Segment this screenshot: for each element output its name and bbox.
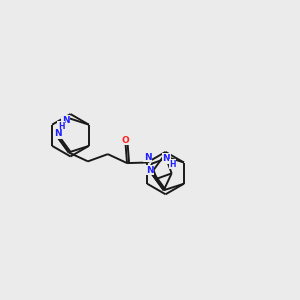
Text: N: N xyxy=(54,129,62,138)
Text: H: H xyxy=(169,160,176,169)
Text: O: O xyxy=(122,136,129,145)
Text: H: H xyxy=(58,122,64,131)
Text: N: N xyxy=(162,154,170,163)
Text: N: N xyxy=(62,116,70,125)
Text: N: N xyxy=(146,166,154,175)
Text: N: N xyxy=(144,153,152,162)
